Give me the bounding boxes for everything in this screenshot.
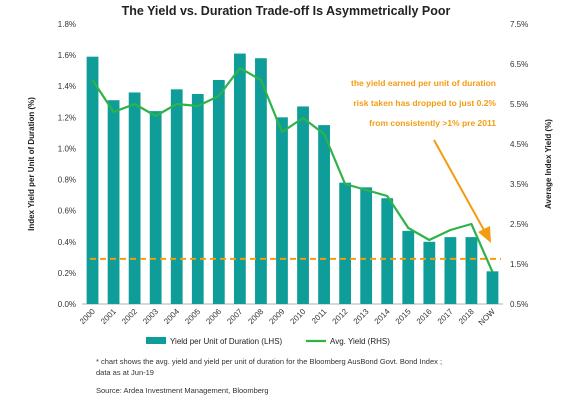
chart-title: The Yield vs. Duration Trade-off Is Asym…: [122, 4, 451, 18]
x-tick-label: 2005: [183, 307, 202, 326]
right-tick-label: 0.5%: [510, 300, 528, 309]
x-tick-label: 2012: [331, 307, 350, 326]
bar-2012: [339, 182, 352, 304]
x-tick-label: NOW: [477, 307, 498, 328]
legend-label-bars: Yield per Unit of Duration (LHS): [170, 337, 283, 346]
left-tick-label: 0.6%: [58, 207, 76, 216]
right-tick-label: 7.5%: [510, 20, 528, 29]
left-tick-label: 1.4%: [58, 82, 76, 91]
left-axis-title: Index Yield per Unit of Duration (%): [27, 97, 36, 231]
annotation-line-1: the yield earned per unit of duration: [351, 78, 496, 88]
left-tick-label: 1.6%: [58, 51, 76, 60]
x-tick-label: 2017: [436, 307, 455, 326]
bar-2006: [212, 80, 225, 304]
x-tick-label: 2014: [373, 307, 392, 326]
x-tick-label: 2009: [267, 307, 286, 326]
left-tick-label: 0.0%: [58, 300, 76, 309]
footnote-line-1: * chart shows the avg. yield and yield p…: [96, 357, 443, 366]
x-tick-label: 2004: [162, 307, 181, 326]
right-tick-label: 3.5%: [510, 180, 528, 189]
bar-2000: [86, 56, 99, 304]
right-axis-title: Average Index Yield (%): [544, 119, 553, 209]
x-tick-label: 2008: [246, 307, 265, 326]
bar-2018: [465, 237, 478, 304]
left-tick-label: 0.2%: [58, 269, 76, 278]
bar-2010: [297, 106, 309, 304]
x-tick-label: 2016: [415, 307, 434, 326]
bar-2013: [360, 187, 373, 304]
x-tick-label: 2006: [204, 307, 223, 326]
source-note: Source: Ardea Investment Management, Blo…: [96, 386, 269, 395]
x-tick-label: 2007: [225, 307, 244, 326]
avg-yield-line: [91, 66, 494, 273]
bar-2015: [402, 230, 415, 304]
left-tick-label: 1.2%: [58, 113, 76, 122]
bar-2011: [318, 125, 330, 304]
x-tick-label: 2010: [288, 307, 307, 326]
x-tick-label: 2018: [457, 307, 476, 326]
left-tick-label: 1.8%: [58, 20, 76, 29]
right-tick-label: 4.5%: [510, 140, 528, 149]
x-tick-label: 2001: [99, 307, 118, 326]
x-tick-label: 2015: [394, 307, 413, 326]
bar-2014: [381, 198, 394, 304]
right-tick-label: 6.5%: [510, 60, 528, 69]
x-tick-label: 2011: [310, 307, 329, 326]
right-tick-label: 2.5%: [510, 220, 528, 229]
x-tick-label: 2003: [141, 307, 160, 326]
x-tick-label: 2002: [120, 307, 139, 326]
footnote-line-2: data as at Jun-19: [96, 368, 154, 377]
annotation-arrow-head: [478, 226, 491, 243]
right-tick-label: 5.5%: [510, 100, 528, 109]
bar-2004: [170, 89, 183, 304]
left-tick-label: 0.4%: [58, 238, 76, 247]
legend-swatch-bars: [146, 337, 166, 344]
bar-2005: [191, 94, 204, 304]
bar-2008: [255, 58, 267, 304]
legend-label-line: Avg. Yield (RHS): [330, 337, 390, 346]
bar-2002: [128, 92, 141, 304]
bar-2009: [276, 117, 288, 304]
right-tick-label: 1.5%: [510, 260, 528, 269]
bar-2001: [107, 100, 120, 304]
bar-NOW: [486, 271, 499, 304]
left-tick-label: 0.8%: [58, 176, 76, 185]
annotation-line-2: risk taken has dropped to just 0.2%: [353, 98, 496, 108]
annotation-arrow-shaft: [433, 139, 486, 233]
bar-2016: [423, 241, 436, 304]
bar-2017: [444, 237, 457, 304]
x-tick-label: 2013: [352, 307, 371, 326]
x-tick-label: 2000: [78, 307, 97, 326]
bar-2003: [149, 111, 162, 304]
left-tick-label: 1.0%: [58, 144, 76, 153]
annotation-line-3: from consistently >1% pre 2011: [369, 118, 496, 128]
bar-2007: [233, 53, 246, 304]
